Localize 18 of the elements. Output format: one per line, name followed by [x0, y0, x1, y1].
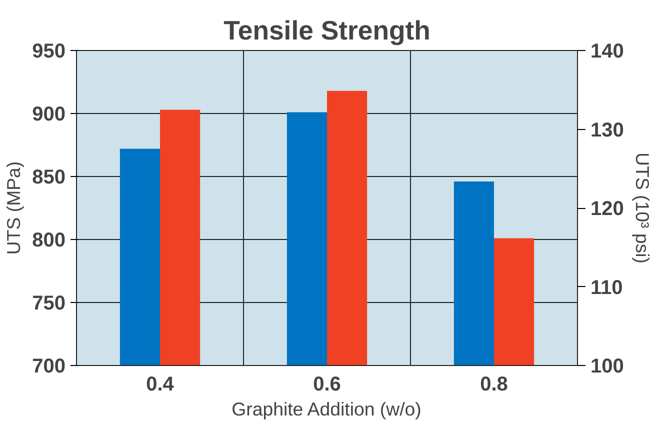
y-tick-label: 900	[32, 104, 66, 126]
x-axis-title: Graphite Addition (w/o)	[232, 398, 422, 420]
y2-tick-label: 120	[590, 198, 624, 220]
y2-tick-label: 110	[590, 276, 623, 299]
y2-tick-label: 140	[590, 40, 624, 62]
y2-tick-label: 100	[590, 356, 624, 378]
y-tick-label: 800	[32, 230, 66, 252]
x-tick-label: 0.8	[480, 374, 508, 396]
y-tick-label: 950	[32, 40, 66, 62]
y-tick-label: 750	[32, 292, 66, 314]
y-tick-label: 700	[32, 356, 66, 378]
x-tick-label: 0.6	[313, 374, 341, 396]
chart-title: Tensile Strength	[224, 16, 430, 46]
y2-tick-label: 130	[590, 119, 624, 142]
y-axis-title: UTS (MPa)	[3, 161, 24, 255]
y-tick-label: 850	[32, 166, 66, 188]
y2-axis-title: UTS (10³ psi)	[632, 152, 653, 264]
x-tick-label: 0.4	[146, 374, 175, 396]
